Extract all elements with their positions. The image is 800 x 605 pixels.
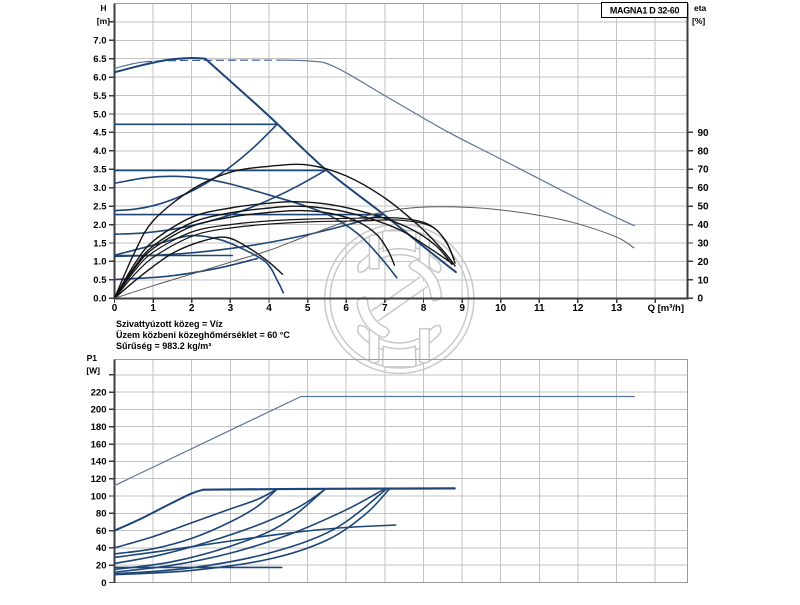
svg-text:Üzem közbeni közeghőmérséklet: Üzem közbeni közeghőmérséklet = 60 °C bbox=[116, 330, 290, 340]
svg-text:40: 40 bbox=[96, 543, 107, 554]
svg-text:5.0: 5.0 bbox=[93, 109, 106, 120]
svg-text:140: 140 bbox=[91, 457, 107, 468]
svg-text:P1: P1 bbox=[87, 353, 98, 363]
svg-text:H: H bbox=[100, 3, 106, 13]
svg-text:40: 40 bbox=[698, 220, 710, 231]
svg-text:10: 10 bbox=[495, 303, 507, 314]
svg-text:70: 70 bbox=[698, 165, 710, 176]
svg-text:4.5: 4.5 bbox=[93, 128, 107, 139]
svg-text:200: 200 bbox=[91, 405, 107, 416]
svg-text:0.0: 0.0 bbox=[93, 294, 106, 305]
svg-text:120: 120 bbox=[91, 474, 107, 485]
svg-text:6.5: 6.5 bbox=[93, 54, 107, 65]
svg-text:2: 2 bbox=[189, 303, 195, 314]
svg-text:0: 0 bbox=[101, 578, 106, 589]
svg-text:1.0: 1.0 bbox=[93, 257, 106, 268]
svg-text:2.5: 2.5 bbox=[93, 202, 107, 213]
svg-text:4: 4 bbox=[266, 303, 272, 314]
svg-text:80: 80 bbox=[698, 146, 710, 157]
svg-text:10: 10 bbox=[698, 275, 710, 286]
svg-text:eta: eta bbox=[694, 3, 707, 13]
svg-text:3.0: 3.0 bbox=[93, 183, 106, 194]
svg-text:12: 12 bbox=[572, 303, 584, 314]
svg-text:7: 7 bbox=[382, 303, 388, 314]
svg-text:1: 1 bbox=[150, 303, 156, 314]
svg-text:0: 0 bbox=[112, 303, 118, 314]
svg-text:20: 20 bbox=[698, 257, 710, 268]
svg-text:6: 6 bbox=[343, 303, 349, 314]
svg-text:Szivattyúzott közeg = Víz: Szivattyúzott közeg = Víz bbox=[116, 319, 223, 329]
svg-text:0: 0 bbox=[698, 294, 704, 305]
svg-text:[%]: [%] bbox=[692, 16, 705, 26]
svg-text:220: 220 bbox=[91, 387, 107, 398]
svg-text:4.0: 4.0 bbox=[93, 146, 106, 157]
svg-text:MAGNA1 D 32-60: MAGNA1 D 32-60 bbox=[610, 6, 680, 16]
svg-text:90: 90 bbox=[698, 128, 710, 139]
svg-text:180: 180 bbox=[91, 422, 107, 433]
svg-text:3.5: 3.5 bbox=[93, 165, 107, 176]
svg-text:2.0: 2.0 bbox=[93, 220, 106, 231]
svg-text:100: 100 bbox=[91, 491, 107, 502]
svg-text:Sűrűség = 983.2 kg/m³: Sűrűség = 983.2 kg/m³ bbox=[116, 341, 211, 351]
svg-text:8: 8 bbox=[421, 303, 427, 314]
svg-text:5: 5 bbox=[305, 303, 311, 314]
svg-text:160: 160 bbox=[91, 439, 107, 450]
svg-text:5.5: 5.5 bbox=[93, 91, 107, 102]
svg-text:60: 60 bbox=[698, 183, 710, 194]
svg-text:50: 50 bbox=[698, 202, 710, 213]
svg-text:6.0: 6.0 bbox=[93, 72, 106, 83]
svg-text:9: 9 bbox=[459, 303, 465, 314]
svg-text:7.0: 7.0 bbox=[93, 36, 106, 47]
svg-text:3: 3 bbox=[228, 303, 234, 314]
svg-text:60: 60 bbox=[96, 526, 107, 537]
svg-text:11: 11 bbox=[534, 303, 545, 314]
svg-text:20: 20 bbox=[96, 561, 107, 572]
svg-text:30: 30 bbox=[698, 238, 710, 249]
svg-text:13: 13 bbox=[611, 303, 623, 314]
svg-text:0.5: 0.5 bbox=[93, 275, 107, 286]
svg-text:1.5: 1.5 bbox=[93, 238, 107, 249]
svg-text:[W]: [W] bbox=[86, 366, 100, 376]
svg-text:[m]: [m] bbox=[97, 16, 110, 26]
svg-text:80: 80 bbox=[96, 509, 107, 520]
svg-text:Q [m³/h]: Q [m³/h] bbox=[648, 303, 684, 314]
